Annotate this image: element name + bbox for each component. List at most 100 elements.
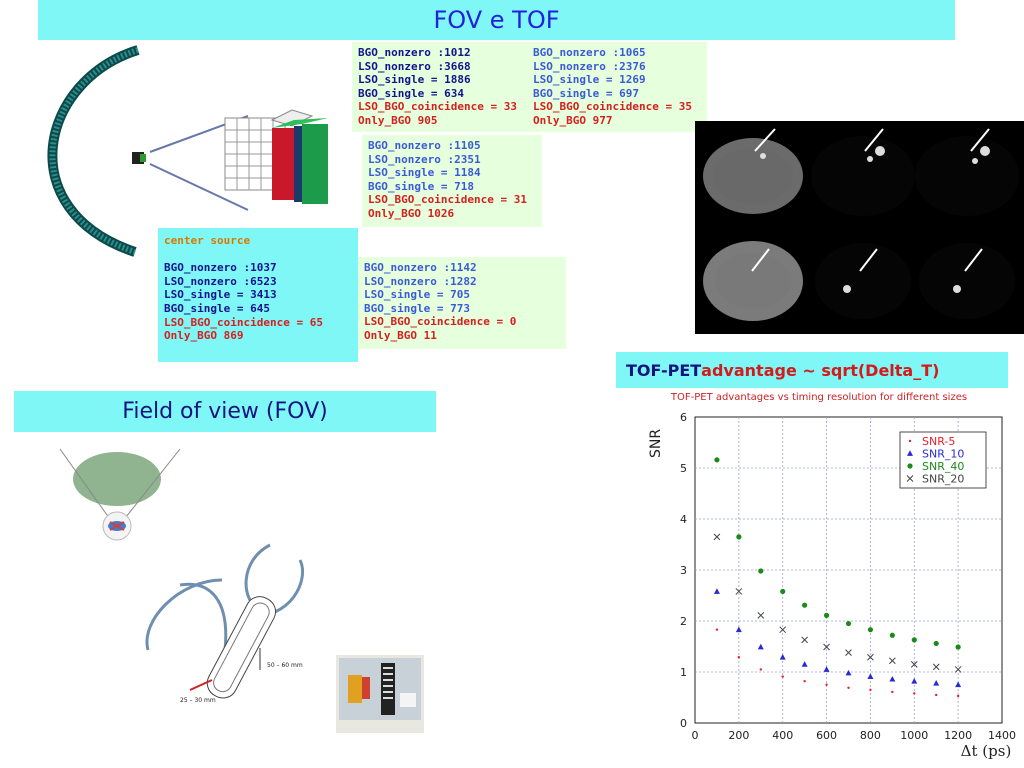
x-tick-label: 600 [816,729,837,742]
stat-line: BGO_single = 634 [358,86,464,100]
data-point [845,649,852,656]
data-point [759,668,762,671]
data-point [801,636,808,644]
data-point [758,568,764,574]
stat-line: LSO_nonzero :2376 [533,59,646,73]
chart-x-label: Δt (ps) [961,742,1012,760]
data-point [780,588,786,595]
stats-box-1: BGO_nonzero :1012 LSO_nonzero :3668 LSO_… [352,42,530,132]
stat-line: BGO_single = 697 [533,86,639,100]
data-point [955,644,961,650]
stats-box-center-source: center source BGO_nonzero :1037 LSO_nonz… [158,228,358,362]
stat-line: LSO_nonzero :3668 [358,59,471,73]
x-tick-label: 1000 [900,729,928,742]
data-point [935,693,938,697]
data-point [803,679,806,683]
dimension-label-a: 50 – 60 mm [267,662,303,669]
stat-line: BGO_single = 773 [364,301,470,315]
scan-grid [703,128,1019,321]
data-point [889,657,896,665]
data-point [802,602,808,608]
data-point [823,612,830,618]
data-point [757,643,764,650]
data-point [713,533,721,541]
stat-line: BGO_nonzero :1142 [364,261,477,274]
center-source-heading: center source [164,234,251,247]
stat-line: LSO_nonzero :2351 [368,152,481,166]
data-point [932,663,940,671]
data-point [823,643,830,651]
legend-label: SNR_40 [922,460,964,473]
x-tick-label: 0 [692,729,699,742]
stat-line: BGO_nonzero :1012 [358,46,471,59]
data-point [736,534,742,540]
stat-line: LSO_single = 3413 [164,288,277,302]
stat-line: LSO_BGO_coincidence = 31 [368,193,527,207]
slide-title: FOV e TOF [433,6,560,34]
stat-line: LSO_single = 1269 [533,73,646,87]
legend-label: SNR_20 [922,473,964,486]
tof-heading-part2: advantage ~ sqrt(Delta_T) [701,360,940,380]
tof-snr-chart: TOF-PET advantages vs timing resolution … [648,392,1016,760]
data-point [911,677,918,684]
stat-line: LSO_BGO_coincidence = 35 [533,100,692,114]
data-point [956,694,960,698]
x-tick-label: 1200 [944,729,972,742]
stats-box-5: BGO_nonzero :1142 LSO_nonzero :1282 LSO_… [358,257,566,349]
data-point [910,660,918,668]
data-point [889,632,895,638]
stat-line: LSO_single = 705 [364,288,470,302]
data-point [779,626,787,634]
data-point [735,588,743,595]
data-point [735,626,742,633]
data-point [911,637,917,643]
data-point [869,688,872,692]
stats-box-3: BGO_nonzero :1105 LSO_nonzero :2351 LSO_… [362,135,542,227]
legend-marker [907,450,913,456]
slide-title-bar: FOV e TOF [38,0,955,40]
stat-line: Only_BGO 869 [164,329,244,343]
y-tick-label: 3 [680,564,687,577]
legend-marker [907,463,913,469]
data-point [933,680,940,686]
stat-line: LSO_BGO_coincidence = 65 [164,315,323,329]
legend-marker [906,475,914,482]
data-point [715,628,719,631]
data-point [825,683,828,686]
stat-line: BGO_nonzero :1065 [533,46,646,59]
stat-line: Only_BGO 1026 [368,206,455,220]
stat-line: LSO_nonzero :1282 [364,274,477,288]
probe-photo [336,655,424,733]
stat-line: LSO_BGO_coincidence = 33 [358,100,517,114]
data-point [781,675,784,678]
legend-marker [908,439,912,443]
x-tick-label: 200 [728,729,749,742]
legend-label: SNR-5 [922,435,955,448]
y-tick-label: 2 [680,615,687,628]
data-point [823,666,830,672]
stats-box-2: BGO_nonzero :1065 LSO_nonzero :2376 LSO_… [527,42,707,132]
stat-line: BGO_single = 645 [164,301,270,315]
data-point [913,692,916,695]
stat-line: BGO_nonzero :1105 [368,139,481,152]
data-point [845,669,852,676]
legend-label: SNR_10 [922,448,964,461]
stat-line: BGO_single = 718 [368,179,474,193]
detector-ring-diagram [47,45,328,257]
data-point [737,656,741,659]
data-point [891,690,894,694]
data-point [757,612,765,619]
data-point [955,681,962,688]
tof-heading-part1: TOF-PET [626,360,702,380]
data-point [933,640,939,647]
y-tick-label: 0 [680,717,687,730]
fov-cone-diagram [59,448,181,541]
data-point [779,654,786,660]
stat-line: Only_BGO 977 [533,113,613,127]
chart-title: TOF-PET advantages vs timing resolution … [670,392,967,403]
data-point [954,666,962,673]
fov-heading-bar: Field of view (FOV) [14,391,436,432]
x-tick-label: 400 [772,729,793,742]
y-tick-label: 5 [680,462,687,475]
